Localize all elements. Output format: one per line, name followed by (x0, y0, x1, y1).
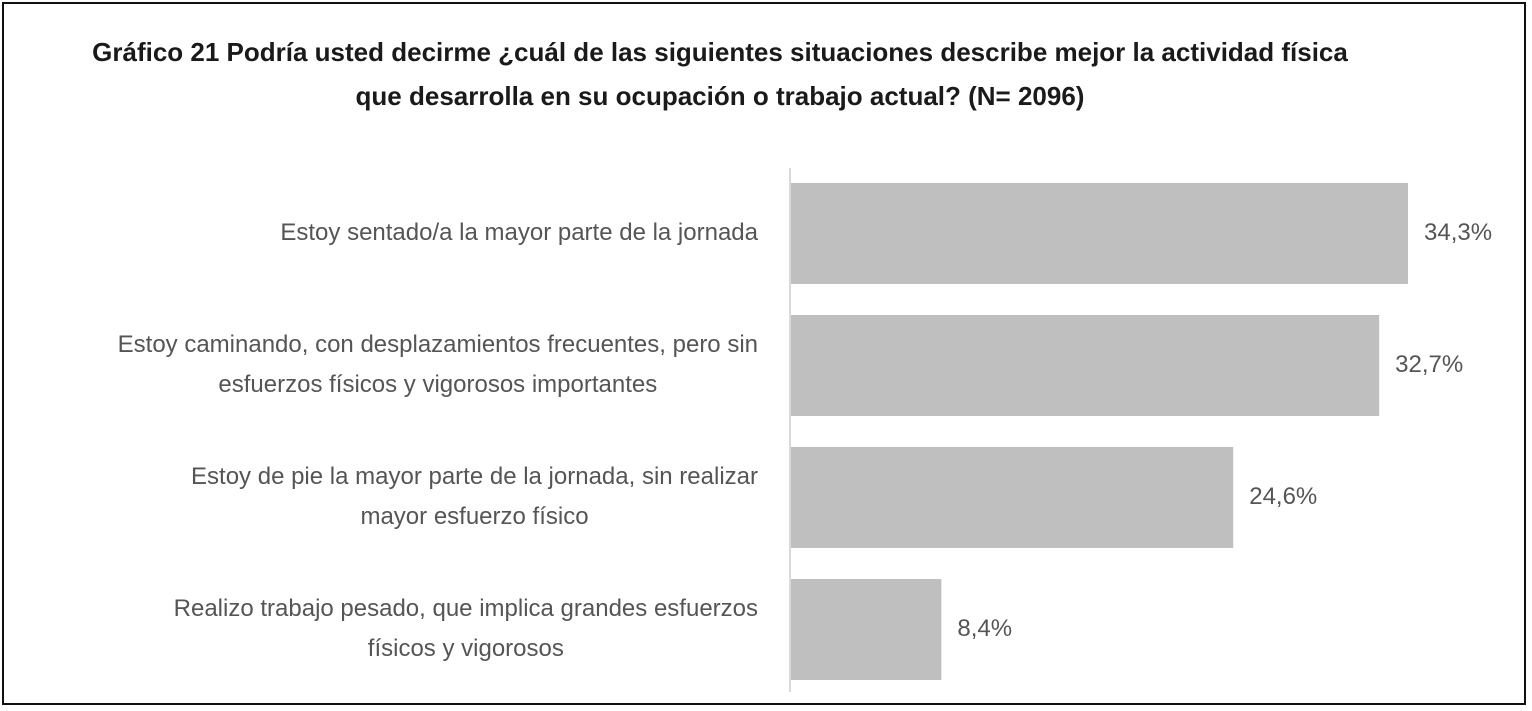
value-label-3: 24,6% (1249, 483, 1317, 510)
value-label-1: 34,3% (1424, 219, 1492, 246)
value-label-4: 8,4% (957, 615, 1012, 642)
bars-group (790, 183, 1408, 680)
category-label-4-line-2: físicos y vigorosos (368, 635, 564, 662)
category-label-2-line-1: Estoy caminando, con desplazamientos fre… (118, 331, 758, 358)
category-label-1-line-1: Estoy sentado/a la mayor parte de la jor… (280, 219, 758, 246)
category-label-4-line-1: Realizo trabajo pesado, que implica gran… (174, 595, 758, 622)
chart-title-line-1: Gráfico 21 Podría usted decirme ¿cuál de… (92, 37, 1348, 67)
bar-4 (790, 579, 942, 680)
chart-title: Gráfico 21 Podría usted decirme ¿cuál de… (20, 30, 1420, 118)
bar-3 (790, 447, 1234, 548)
category-labels-group: Estoy sentado/a la mayor parte de la jor… (118, 219, 759, 662)
category-label-3-line-2: mayor esfuerzo físico (360, 503, 588, 530)
chart-title-line-2: que desarrolla en su ocupación o trabajo… (355, 81, 1085, 111)
bar-2 (790, 315, 1380, 416)
value-label-2: 32,7% (1395, 351, 1463, 378)
category-label-3-line-1: Estoy de pie la mayor parte de la jornad… (191, 463, 758, 490)
bar-1 (790, 183, 1408, 284)
value-labels-group: 34,3% 32,7% 24,6% 8,4% (957, 219, 1492, 642)
category-label-2-line-2: esfuerzos físicos y vigorosos importante… (218, 371, 657, 398)
